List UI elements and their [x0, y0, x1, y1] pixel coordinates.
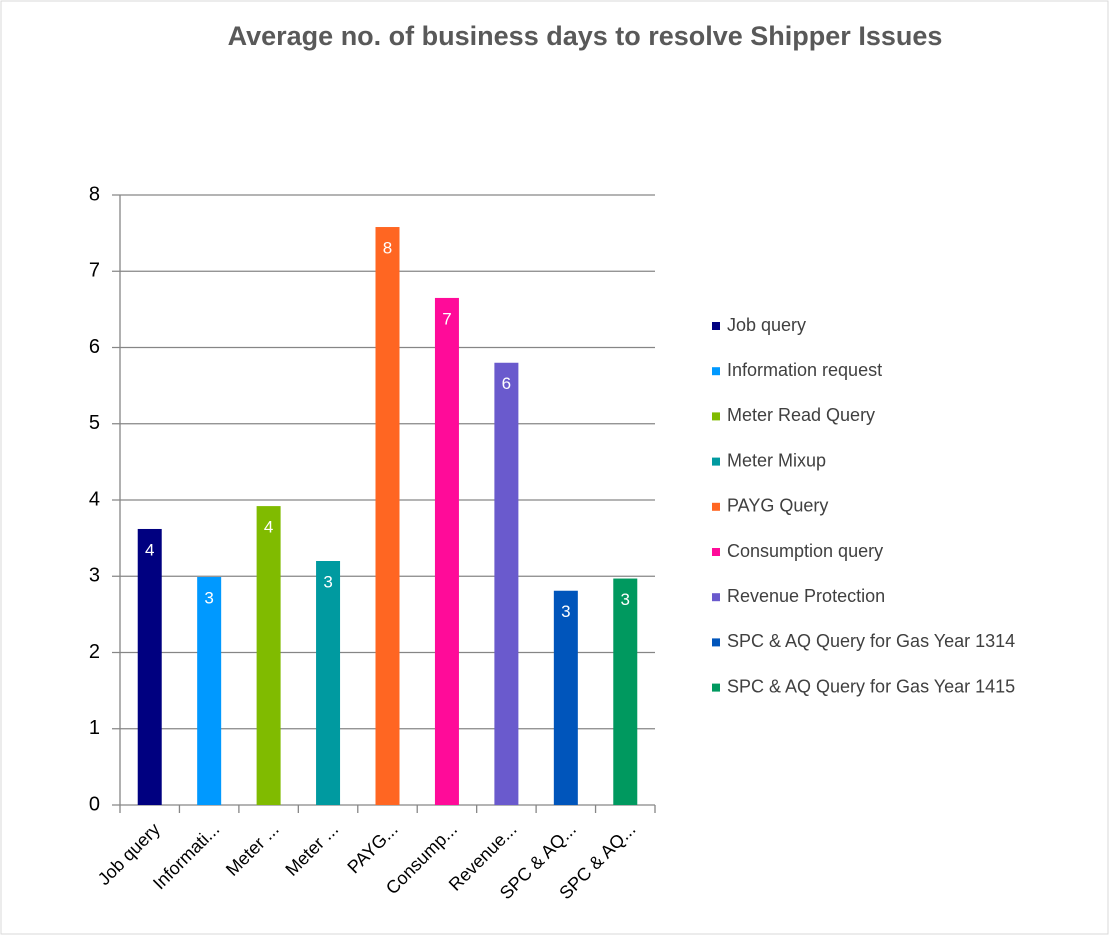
- legend-swatch: [712, 548, 720, 556]
- data-label: 3: [204, 588, 213, 607]
- legend-label: PAYG Query: [727, 496, 828, 516]
- legend-label: Job query: [727, 315, 806, 335]
- legend-label: Meter Read Query: [727, 405, 875, 425]
- data-label: 3: [323, 572, 332, 591]
- legend-swatch: [712, 683, 720, 692]
- bar: [375, 227, 400, 805]
- legend-swatch: [712, 638, 720, 647]
- bar: [197, 577, 222, 805]
- y-tick-label: 6: [89, 336, 100, 358]
- bar: [434, 297, 459, 805]
- data-label: 4: [264, 518, 273, 537]
- y-tick-label: 1: [89, 717, 100, 739]
- y-tick-label: 0: [89, 793, 100, 815]
- legend-label: SPC & AQ Query for Gas Year 1415: [727, 676, 1015, 696]
- bar: [494, 362, 519, 805]
- legend-swatch: [712, 593, 720, 602]
- bar: [256, 506, 281, 805]
- legend-label: SPC & AQ Query for Gas Year 1314: [727, 631, 1015, 651]
- data-label: 8: [383, 239, 392, 258]
- bar: [613, 578, 638, 805]
- y-tick-label: 5: [89, 412, 100, 434]
- data-label: 3: [621, 590, 630, 609]
- y-tick-label: 7: [89, 260, 100, 282]
- bar: [316, 561, 341, 805]
- y-tick-label: 8: [89, 183, 100, 205]
- y-tick-label: 3: [89, 565, 100, 587]
- data-label: 6: [502, 374, 511, 393]
- data-label: 7: [442, 309, 451, 328]
- legend-label: Revenue Protection: [727, 586, 885, 606]
- bar: [553, 590, 578, 805]
- legend-label: Information request: [727, 360, 882, 380]
- y-tick-label: 4: [89, 488, 100, 510]
- chart-title: Average no. of business days to resolve …: [228, 21, 943, 51]
- data-label: 3: [561, 602, 570, 621]
- legend-label: Consumption query: [727, 541, 883, 561]
- legend-swatch: [712, 367, 720, 376]
- legend-swatch: [712, 457, 720, 466]
- legend-swatch: [712, 502, 720, 511]
- bar: [137, 528, 162, 805]
- legend-swatch: [712, 322, 720, 330]
- y-tick-label: 2: [89, 641, 100, 663]
- data-label: 4: [145, 540, 154, 559]
- legend-swatch: [712, 412, 720, 421]
- legend-label: Meter Mixup: [727, 450, 826, 470]
